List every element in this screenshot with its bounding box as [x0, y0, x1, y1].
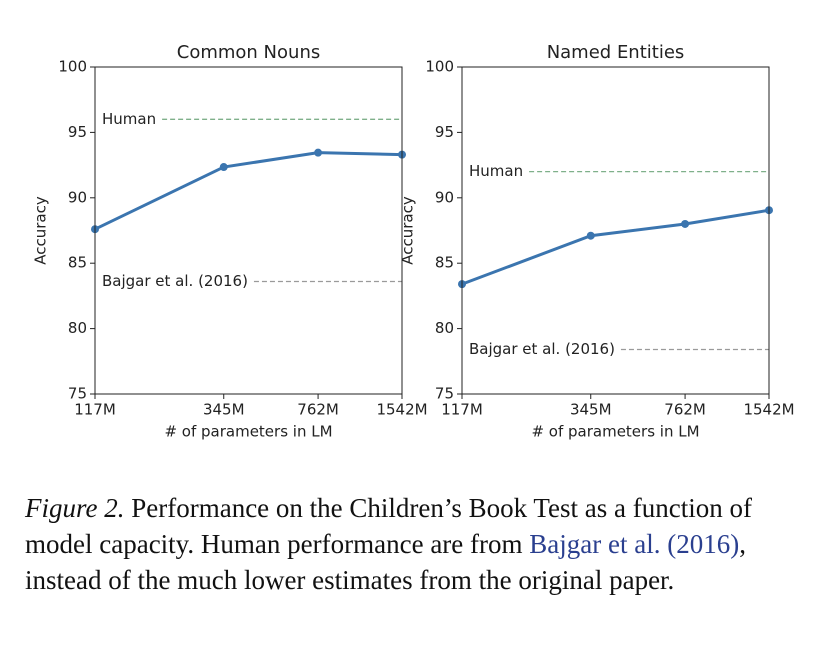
data-point	[586, 231, 595, 240]
series-line	[94, 151, 403, 231]
x-tick-label: 1542M	[743, 401, 794, 419]
y-tick-label: 95	[68, 123, 87, 141]
figure: Common Nouns # of parameters in LM Accurac…	[32, 42, 795, 441]
reference-label: Bajgar et al. (2016)	[469, 340, 615, 358]
chart: Named Entities # of parameters in LM Accur…	[399, 42, 795, 441]
reference-label: Bajgar et al. (2016)	[102, 272, 248, 290]
y-tick-label: 80	[435, 319, 454, 337]
caption: Figure 2. Performance on the Children’s …	[25, 490, 815, 598]
y-axis-label: Accuracy	[399, 196, 417, 265]
y-tick-label: 75	[435, 385, 454, 403]
reference-label: Human	[102, 110, 156, 128]
x-tick-label: 117M	[441, 401, 483, 419]
data-point	[314, 148, 323, 157]
figure-label: Figure 2.	[25, 493, 125, 523]
caption-text: Performance on the Children’s Book Test …	[25, 493, 752, 559]
reference-label: Human	[469, 162, 523, 180]
chart-title: Named Entities	[547, 42, 685, 63]
data-point	[681, 219, 690, 228]
plot-frame	[461, 66, 770, 395]
x-tick-label: 1542M	[376, 401, 427, 419]
x-axis-label: # of parameters in LM	[164, 423, 332, 441]
y-tick-label: 85	[68, 254, 87, 272]
y-tick-label: 90	[68, 188, 87, 206]
y-tick-label: 80	[68, 319, 87, 337]
x-tick-label: 345M	[203, 401, 245, 419]
y-tick-label: 100	[58, 58, 87, 76]
data-point	[219, 163, 228, 172]
citation[interactable]: Bajgar et al. (2016)	[529, 529, 740, 559]
caption-text: , instead of the much lower estimates fr…	[25, 529, 746, 595]
chart: Common Nouns # of parameters in LM Accurac…	[32, 42, 428, 441]
y-tick-label: 75	[68, 385, 87, 403]
y-axis-label: Accuracy	[32, 196, 50, 265]
x-tick-label: 345M	[570, 401, 612, 419]
chart-title: Common Nouns	[177, 42, 320, 63]
x-tick-label: 762M	[297, 401, 339, 419]
plot-frame	[94, 66, 403, 395]
y-tick-label: 85	[435, 254, 454, 272]
series-line	[461, 208, 770, 286]
y-tick-label: 95	[435, 123, 454, 141]
y-tick-label: 90	[435, 188, 454, 206]
y-tick-label: 100	[425, 58, 454, 76]
x-tick-label: 117M	[74, 401, 116, 419]
x-axis-label: # of parameters in LM	[531, 423, 699, 441]
x-tick-label: 762M	[664, 401, 706, 419]
